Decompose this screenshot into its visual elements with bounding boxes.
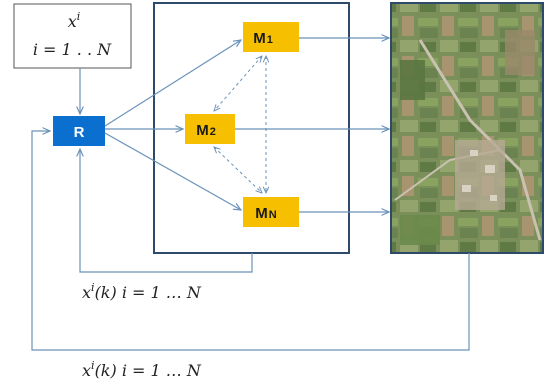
feedback-outer-label: xi(k) i = 1 … N: [82, 359, 202, 380]
model-node-1: [243, 22, 299, 52]
dashed-link-m2-mn: [214, 147, 262, 193]
router-label: R: [74, 124, 85, 141]
router-node: [53, 116, 105, 146]
input-box: [13, 3, 132, 69]
model-2-label: M2: [196, 122, 216, 139]
aerial-map-image: [390, 2, 544, 254]
model-1-label: M1: [253, 30, 273, 47]
feedback-loop-inner: [80, 149, 253, 273]
feedback-loop-outer: [31, 131, 470, 351]
model-node-n: [243, 197, 299, 227]
model-n-label: MN: [255, 205, 277, 222]
arrow-r-to-m1: [104, 40, 241, 127]
input-range: i = 1 . . N: [33, 40, 112, 59]
dashed-link-m1-m2: [214, 56, 262, 111]
model-node-2: [185, 114, 235, 144]
input-variable: xi: [68, 10, 81, 31]
feedback-inner-label: xi(k) i = 1 … N: [82, 281, 202, 302]
arrow-r-to-mn: [104, 132, 241, 210]
